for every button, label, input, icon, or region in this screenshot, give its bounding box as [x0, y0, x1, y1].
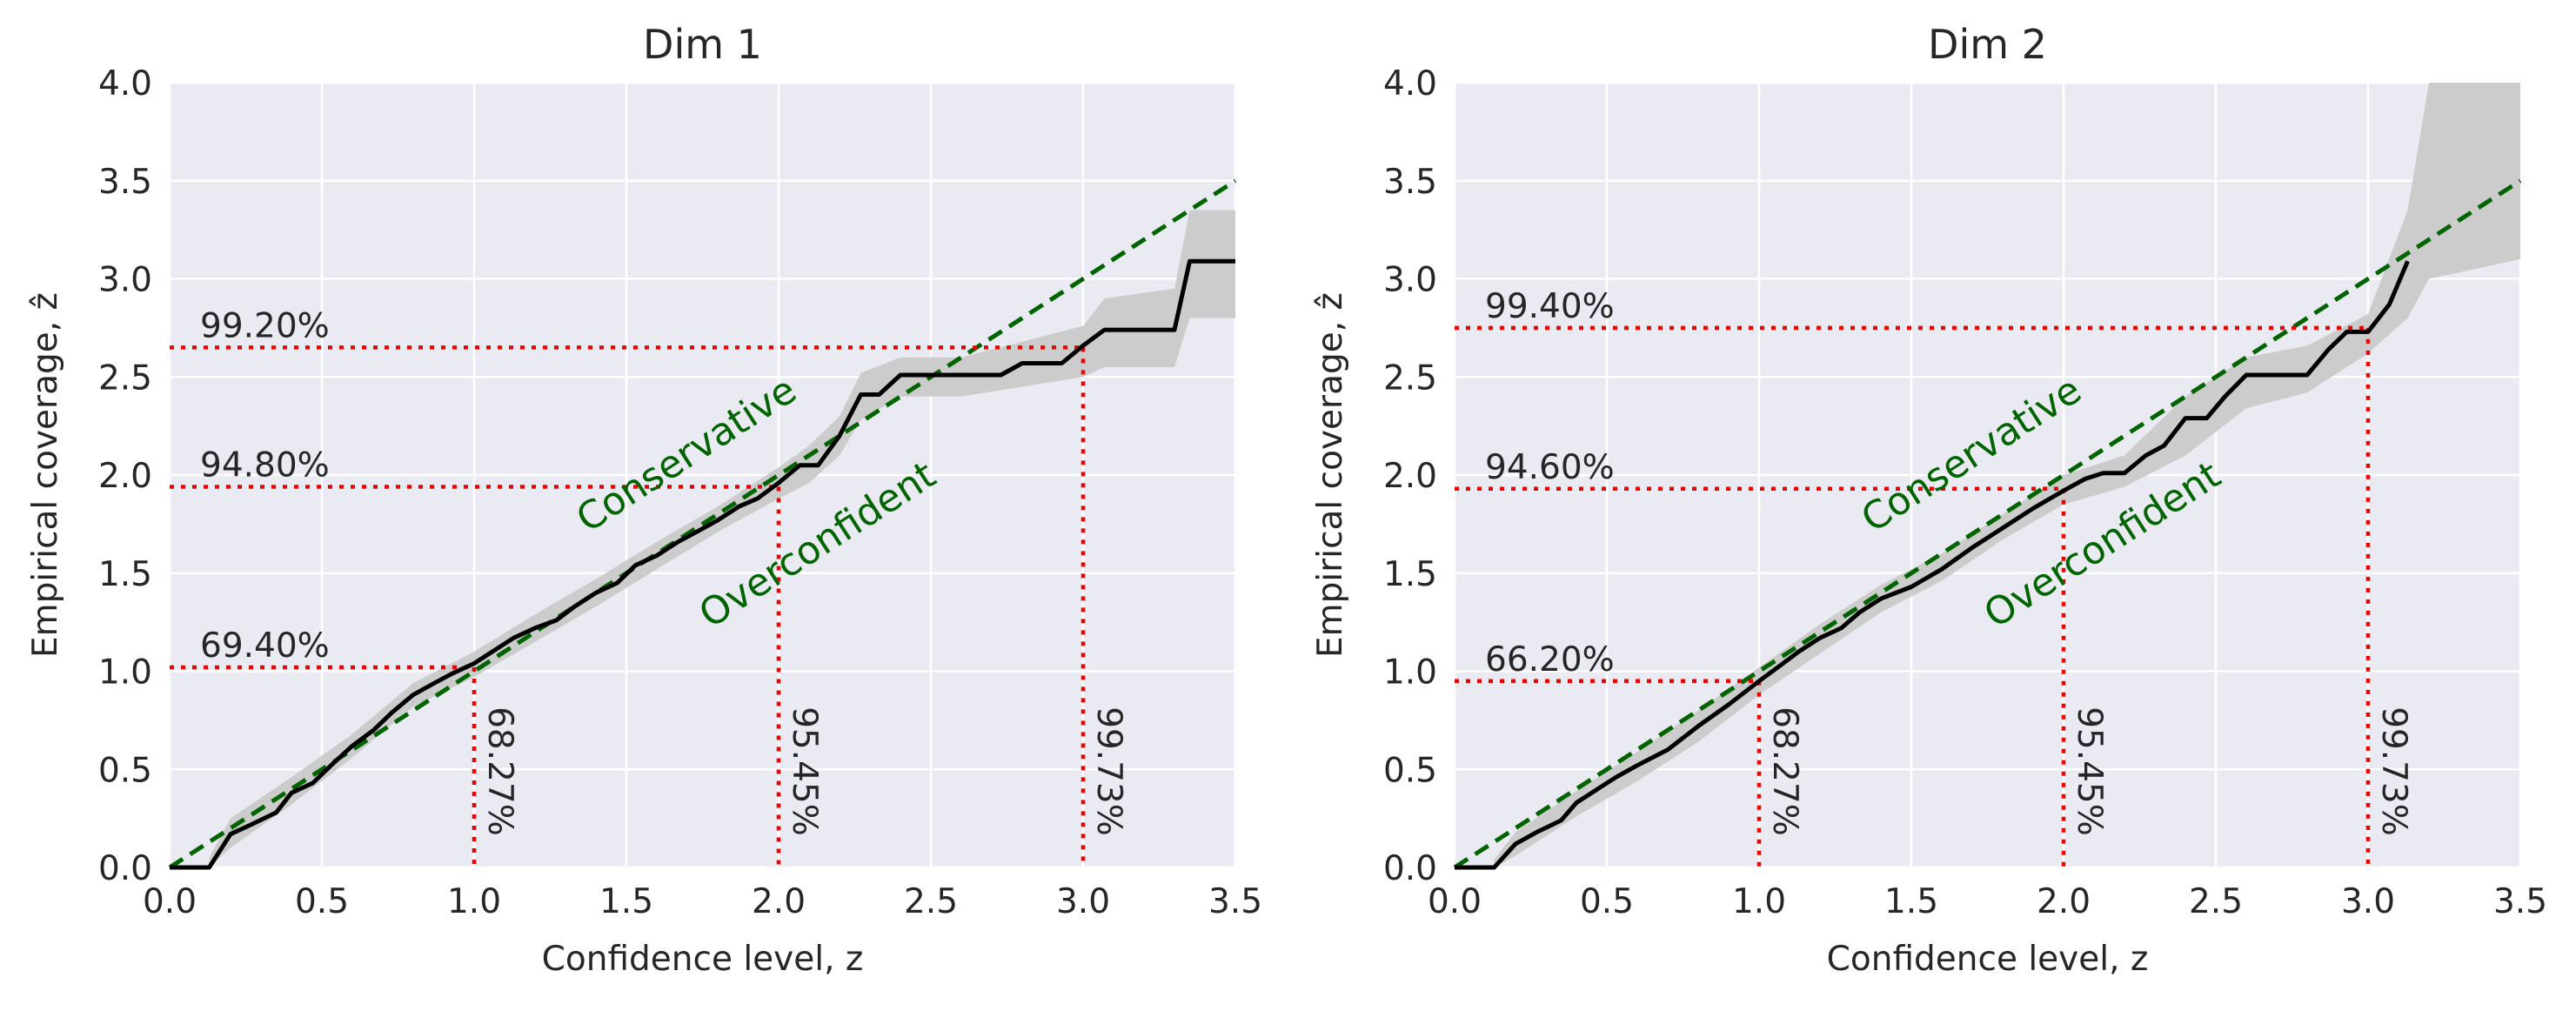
y-tick-label: 2.5: [98, 358, 152, 398]
x-axis-label: Confidence level, z: [1827, 940, 2149, 979]
x-tick-label: 0.5: [1580, 882, 1634, 921]
y-tick-label: 2.0: [98, 457, 152, 496]
x-tick-label: 1.0: [447, 882, 501, 921]
reference-labels: 69.40% 68.27% 94.80% 95.45% 99.20% 99.73%: [200, 306, 1128, 835]
y-tick-label: 0.0: [1383, 849, 1437, 888]
coverage-percent-label: 69.40%: [200, 626, 330, 666]
x-tick-label: 3.0: [2341, 882, 2395, 921]
x-tick-label: 1.5: [1884, 882, 1938, 921]
confidence-percent-label: 68.27%: [480, 706, 519, 836]
identity-diagonal-line: [1453, 178, 2522, 870]
y-axis-label: Empirical coverage, ẑ: [26, 292, 65, 658]
x-axis-label: Confidence level, z: [542, 940, 864, 979]
y-tick-label: 4.0: [1383, 64, 1437, 104]
y-tick-label: 0.0: [98, 849, 152, 888]
y-tick-label: 3.0: [1383, 261, 1437, 300]
y-tick-label: 1.0: [98, 653, 152, 693]
y-tick-label: 4.0: [98, 64, 152, 104]
y-tick-labels: 0.0 0.5 1.0 1.5 2.0 2.5 3.0 3.5 4.0: [1383, 64, 1437, 888]
x-tick-label: 3.0: [1056, 882, 1110, 921]
x-tick-label: 0.0: [143, 882, 197, 921]
y-tick-label: 0.5: [1383, 751, 1437, 790]
confidence-percent-label: 95.45%: [2070, 706, 2109, 836]
y-tick-label: 1.0: [1383, 653, 1437, 693]
coverage-percent-label: 99.20%: [200, 306, 330, 345]
y-tick-labels: 0.0 0.5 1.0 1.5 2.0 2.5 3.0 3.5 4.0: [98, 64, 152, 888]
chart-panel-dim-1: 69.40% 68.27% 94.80% 95.45% 99.20% 99.73% Con…: [26, 21, 1262, 979]
y-tick-label: 3.5: [98, 163, 152, 202]
y-tick-label: 0.5: [98, 751, 152, 790]
chart-title: Dim 2: [1928, 21, 2047, 68]
x-tick-labels: 0.0 0.5 1.0 1.5 2.0 2.5 3.0 3.5: [1428, 882, 2547, 921]
y-axis-label: Empirical coverage, ẑ: [1311, 292, 1350, 658]
x-tick-label: 1.0: [1732, 882, 1786, 921]
x-tick-label: 2.5: [2189, 882, 2243, 921]
x-tick-label: 0.5: [295, 882, 349, 921]
y-tick-label: 1.5: [1383, 555, 1437, 594]
confidence-percent-label: 99.73%: [2374, 706, 2413, 836]
coverage-percent-label: 94.60%: [1485, 448, 1615, 487]
confidence-percent-label: 68.27%: [1765, 706, 1804, 836]
coverage-percent-label: 66.20%: [1485, 640, 1615, 680]
coverage-percent-label: 99.40%: [1485, 287, 1615, 326]
coverage-percent-label: 94.80%: [200, 446, 330, 485]
chart-title: Dim 1: [643, 21, 762, 68]
x-tick-label: 2.5: [904, 882, 958, 921]
empirical-coverage-line: [170, 258, 1235, 870]
x-tick-label: 1.5: [599, 882, 653, 921]
reference-lines: [1455, 325, 2371, 867]
y-tick-label: 2.0: [1383, 457, 1437, 496]
reference-lines: [170, 345, 1086, 867]
x-tick-label: 3.5: [1208, 882, 1262, 921]
x-tick-label: 2.0: [2037, 882, 2091, 921]
confidence-percent-label: 95.45%: [785, 706, 824, 836]
y-tick-label: 3.0: [98, 261, 152, 300]
x-tick-label: 2.0: [752, 882, 806, 921]
confidence-percent-label: 99.73%: [1089, 706, 1128, 836]
empirical-coverage-line: [1455, 260, 2410, 870]
x-tick-labels: 0.0 0.5 1.0 1.5 2.0 2.5 3.0 3.5: [143, 882, 1262, 921]
reference-labels: 66.20% 68.27% 94.60% 95.45% 99.40% 99.73%: [1485, 287, 2413, 836]
x-tick-label: 3.5: [2493, 882, 2547, 921]
identity-diagonal-line: [168, 178, 1237, 870]
x-tick-label: 0.0: [1428, 882, 1482, 921]
chart-panel-dim-2: 66.20% 68.27% 94.60% 95.45% 99.40% 99.73% Con…: [1311, 21, 2547, 979]
y-tick-label: 3.5: [1383, 163, 1437, 202]
y-tick-label: 1.5: [98, 555, 152, 594]
y-tick-label: 2.5: [1383, 358, 1437, 398]
